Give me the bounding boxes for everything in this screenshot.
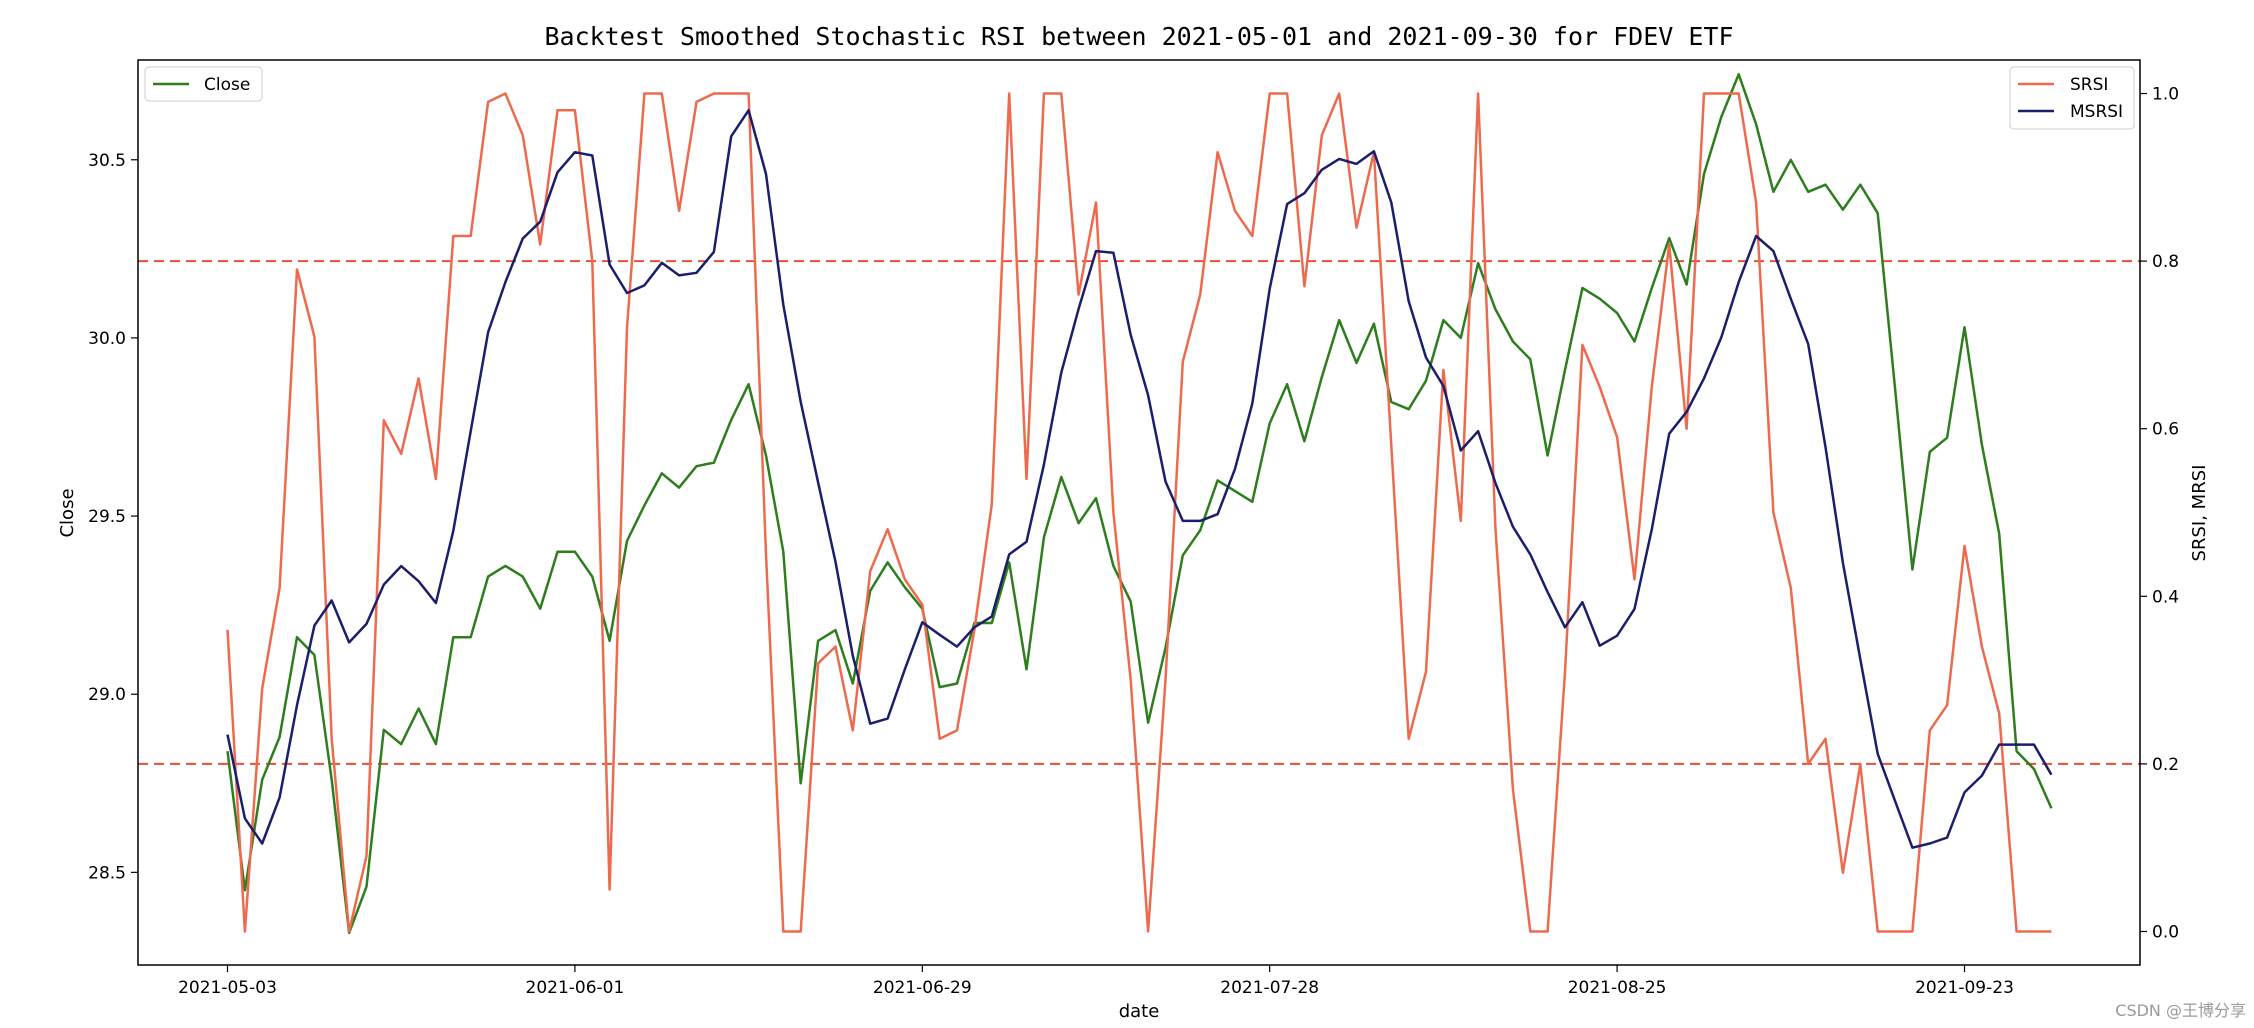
legend-right-box: [2009, 66, 2135, 130]
x-axis-label: date: [1119, 1001, 1160, 1022]
right-y-tick-label: 0.8: [2152, 252, 2179, 272]
x-tick-label: 2021-07-28: [1220, 978, 1319, 998]
x-tick-label: 2021-08-25: [1568, 978, 1667, 998]
chart-title: Backtest Smoothed Stochastic RSI between…: [544, 22, 1733, 51]
close-line: [226, 73, 2053, 935]
legend-msrsi-label: MSRSI: [2070, 102, 2123, 122]
close-series: [226, 73, 2053, 935]
left-y-axis-label: Close: [57, 488, 78, 537]
right-y-tick-label: 0.0: [2152, 922, 2179, 942]
right-y-axis-label: SRSI, MRSI: [2189, 465, 2210, 562]
watermark: CSDN @王博分享: [2115, 1001, 2246, 1020]
x-tick-label: 2021-06-29: [873, 978, 972, 998]
left-y-tick-label: 29.0: [88, 685, 126, 705]
left-y-tick-label: 30.5: [88, 151, 126, 171]
legend-srsi-label: SRSI: [2070, 75, 2108, 95]
left-y-tick-label: 28.5: [88, 863, 126, 883]
right-y-tick-label: 0.2: [2152, 755, 2179, 775]
left-y-axis-ticks: 28.5 29.0 29.5 30.0 30.5: [88, 151, 138, 883]
right-y-axis-ticks: 0.0 0.2 0.4 0.6 0.8 1.0: [2140, 85, 2179, 942]
x-tick-label: 2021-09-23: [1915, 978, 2014, 998]
legend-left: Close: [144, 66, 263, 102]
threshold-lines: [138, 260, 2140, 765]
srsi-series: [226, 92, 2052, 933]
x-axis-ticks: 2021-05-03 2021-06-01 2021-06-29 2021-07-28…: [178, 965, 2014, 998]
x-tick-label: 2021-05-03: [178, 978, 277, 998]
legend-left-box: [144, 66, 263, 102]
srsi-line: [226, 92, 2052, 933]
x-tick-label: 2021-06-01: [526, 978, 625, 998]
msrsi-line: [226, 109, 2053, 849]
right-y-tick-label: 0.6: [2152, 420, 2179, 440]
msrsi-series: [226, 109, 2053, 849]
right-y-tick-label: 0.4: [2152, 587, 2179, 607]
legend-close-label: Close: [204, 75, 250, 95]
plot-frame: [137, 59, 2141, 966]
left-y-tick-label: 30.0: [88, 329, 126, 349]
right-y-tick-label: 1.0: [2152, 85, 2179, 105]
legend-right: SRSI MSRSI: [2009, 66, 2135, 130]
left-y-tick-label: 29.5: [88, 507, 126, 527]
